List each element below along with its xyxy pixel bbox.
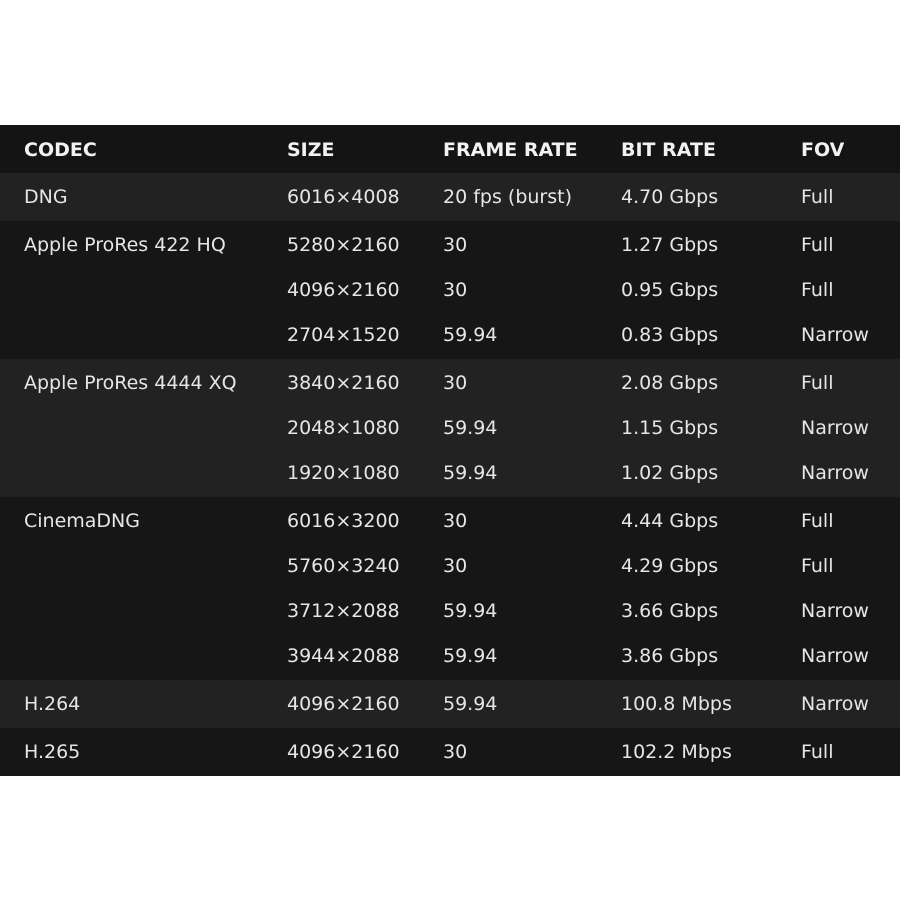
frame-rate-cell: 59.94 <box>443 692 498 715</box>
bit-rate-cell: 1.27 Gbps <box>621 233 719 256</box>
size-cell: 6016×4008 <box>287 185 400 208</box>
table-row: 1920×1080 59.94 1.02 Gbps Narrow <box>0 451 900 496</box>
size-cell: 2048×1080 <box>287 416 400 439</box>
fov-cell: Full <box>801 554 834 577</box>
frame-rate-cell: 30 <box>443 233 468 256</box>
table-row: 2048×1080 59.94 1.15 Gbps Narrow <box>0 406 900 451</box>
fov-cell: Narrow <box>801 644 869 667</box>
frame-rate-cell: 30 <box>443 509 468 532</box>
bit-rate-cell: 1.02 Gbps <box>621 461 719 484</box>
header-bit-rate: BIT RATE <box>621 139 716 161</box>
size-cell: 5760×3240 <box>287 554 400 577</box>
size-cell: 1920×1080 <box>287 461 400 484</box>
frame-rate-cell: 30 <box>443 740 468 763</box>
table-row: 5760×3240 30 4.29 Gbps Full <box>0 544 900 589</box>
bit-rate-cell: 4.70 Gbps <box>621 185 719 208</box>
bit-rate-cell: 2.08 Gbps <box>621 371 719 394</box>
fov-cell: Full <box>801 371 834 394</box>
frame-rate-cell: 59.94 <box>443 644 498 667</box>
bit-rate-cell: 0.83 Gbps <box>621 323 719 346</box>
table-row: 2704×1520 59.94 0.83 Gbps Narrow <box>0 313 900 358</box>
fov-cell: Full <box>801 233 834 256</box>
size-cell: 2704×1520 <box>287 323 400 346</box>
header-size: SIZE <box>287 139 335 161</box>
codec-group: H.265 4096×2160 30 102.2 Mbps Full <box>0 728 900 776</box>
table-row: DNG 6016×4008 20 fps (burst) 4.70 Gbps Full <box>0 175 900 220</box>
fov-cell: Narrow <box>801 461 869 484</box>
codec-spec-table: CODEC SIZE FRAME RATE BIT RATE FOV DNG 60… <box>0 125 900 776</box>
codec-group: Apple ProRes 422 HQ 5280×2160 30 1.27 Gbps F… <box>0 221 900 359</box>
codec-group: CinemaDNG 6016×3200 30 4.44 Gbps Full 5760×32… <box>0 497 900 680</box>
frame-rate-cell: 20 fps (burst) <box>443 185 572 208</box>
header-codec: CODEC <box>24 139 97 161</box>
table-row: 3712×2088 59.94 3.66 Gbps Narrow <box>0 589 900 634</box>
codec-cell: Apple ProRes 4444 XQ <box>24 371 237 394</box>
bit-rate-cell: 100.8 Mbps <box>621 692 732 715</box>
size-cell: 3712×2088 <box>287 599 400 622</box>
bit-rate-cell: 3.86 Gbps <box>621 644 719 667</box>
fov-cell: Full <box>801 185 834 208</box>
fov-cell: Full <box>801 740 834 763</box>
frame-rate-cell: 30 <box>443 278 468 301</box>
size-cell: 6016×3200 <box>287 509 400 532</box>
bit-rate-cell: 4.44 Gbps <box>621 509 719 532</box>
header-fov: FOV <box>801 139 845 161</box>
codec-cell: Apple ProRes 422 HQ <box>24 233 226 256</box>
size-cell: 4096×2160 <box>287 740 400 763</box>
frame-rate-cell: 59.94 <box>443 461 498 484</box>
frame-rate-cell: 30 <box>443 554 468 577</box>
table-header: CODEC SIZE FRAME RATE BIT RATE FOV <box>0 125 900 173</box>
bit-rate-cell: 0.95 Gbps <box>621 278 719 301</box>
frame-rate-cell: 59.94 <box>443 323 498 346</box>
fov-cell: Narrow <box>801 416 869 439</box>
size-cell: 3944×2088 <box>287 644 400 667</box>
fov-cell: Narrow <box>801 599 869 622</box>
fov-cell: Narrow <box>801 323 869 346</box>
size-cell: 4096×2160 <box>287 278 400 301</box>
size-cell: 5280×2160 <box>287 233 400 256</box>
table-row: CinemaDNG 6016×3200 30 4.44 Gbps Full <box>0 499 900 544</box>
bit-rate-cell: 4.29 Gbps <box>621 554 719 577</box>
size-cell: 3840×2160 <box>287 371 400 394</box>
table-row: Apple ProRes 4444 XQ 3840×2160 30 2.08 Gbps… <box>0 361 900 406</box>
table-row: H.264 4096×2160 59.94 100.8 Mbps Narrow <box>0 682 900 727</box>
size-cell: 4096×2160 <box>287 692 400 715</box>
codec-group: DNG 6016×4008 20 fps (burst) 4.70 Gbps Full <box>0 173 900 221</box>
fov-cell: Narrow <box>801 692 869 715</box>
frame-rate-cell: 59.94 <box>443 599 498 622</box>
bit-rate-cell: 102.2 Mbps <box>621 740 732 763</box>
table-row: H.265 4096×2160 30 102.2 Mbps Full <box>0 730 900 775</box>
codec-cell: H.265 <box>24 740 81 763</box>
codec-group: H.264 4096×2160 59.94 100.8 Mbps Narrow <box>0 680 900 728</box>
frame-rate-cell: 59.94 <box>443 416 498 439</box>
header-frame-rate: FRAME RATE <box>443 139 578 161</box>
codec-cell: DNG <box>24 185 68 208</box>
table-row: 4096×2160 30 0.95 Gbps Full <box>0 268 900 313</box>
codec-group: Apple ProRes 4444 XQ 3840×2160 30 2.08 Gbps… <box>0 359 900 497</box>
bit-rate-cell: 1.15 Gbps <box>621 416 719 439</box>
codec-cell: H.264 <box>24 692 81 715</box>
frame-rate-cell: 30 <box>443 371 468 394</box>
table-row: Apple ProRes 422 HQ 5280×2160 30 1.27 Gbps F… <box>0 223 900 268</box>
fov-cell: Full <box>801 278 834 301</box>
codec-cell: CinemaDNG <box>24 509 140 532</box>
fov-cell: Full <box>801 509 834 532</box>
table-row: 3944×2088 59.94 3.86 Gbps Narrow <box>0 634 900 679</box>
bit-rate-cell: 3.66 Gbps <box>621 599 719 622</box>
